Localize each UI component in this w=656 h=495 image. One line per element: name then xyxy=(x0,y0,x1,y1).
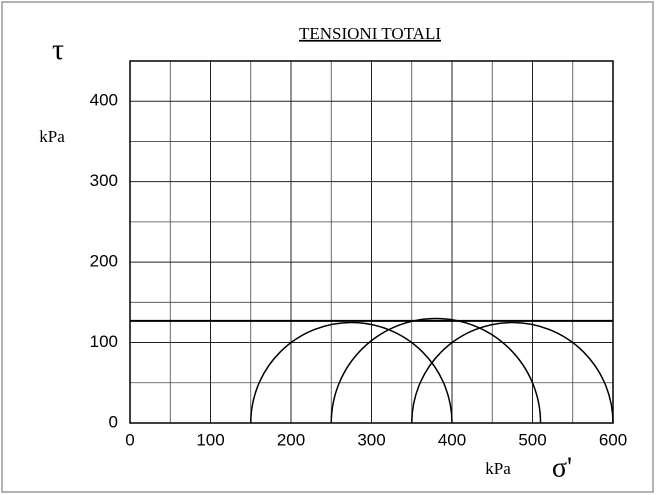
y-tick-label: 0 xyxy=(109,412,118,431)
chart-title: TENSIONI TOTALI xyxy=(299,24,441,43)
y-unit: kPa xyxy=(39,127,65,146)
mohr-circle xyxy=(250,321,453,424)
y-tick-label: 100 xyxy=(90,332,118,351)
y-tick-label: 200 xyxy=(90,252,118,271)
x-tick-label: 0 xyxy=(125,430,134,449)
mohr-circle xyxy=(411,321,614,424)
y-tick-label: 400 xyxy=(90,91,118,110)
y-symbol: τ xyxy=(52,33,64,66)
x-tick-label: 200 xyxy=(277,430,305,449)
x-tick-label: 100 xyxy=(196,430,224,449)
x-tick-label: 600 xyxy=(599,430,627,449)
x-tick-label: 500 xyxy=(518,430,546,449)
x-unit: kPa xyxy=(485,459,511,478)
mohr-circle xyxy=(330,317,542,424)
y-tick-label: 300 xyxy=(90,171,118,190)
x-symbol: σ' xyxy=(552,452,572,483)
x-tick-label: 300 xyxy=(357,430,385,449)
x-tick-label: 400 xyxy=(438,430,466,449)
plot-frame xyxy=(129,60,614,424)
